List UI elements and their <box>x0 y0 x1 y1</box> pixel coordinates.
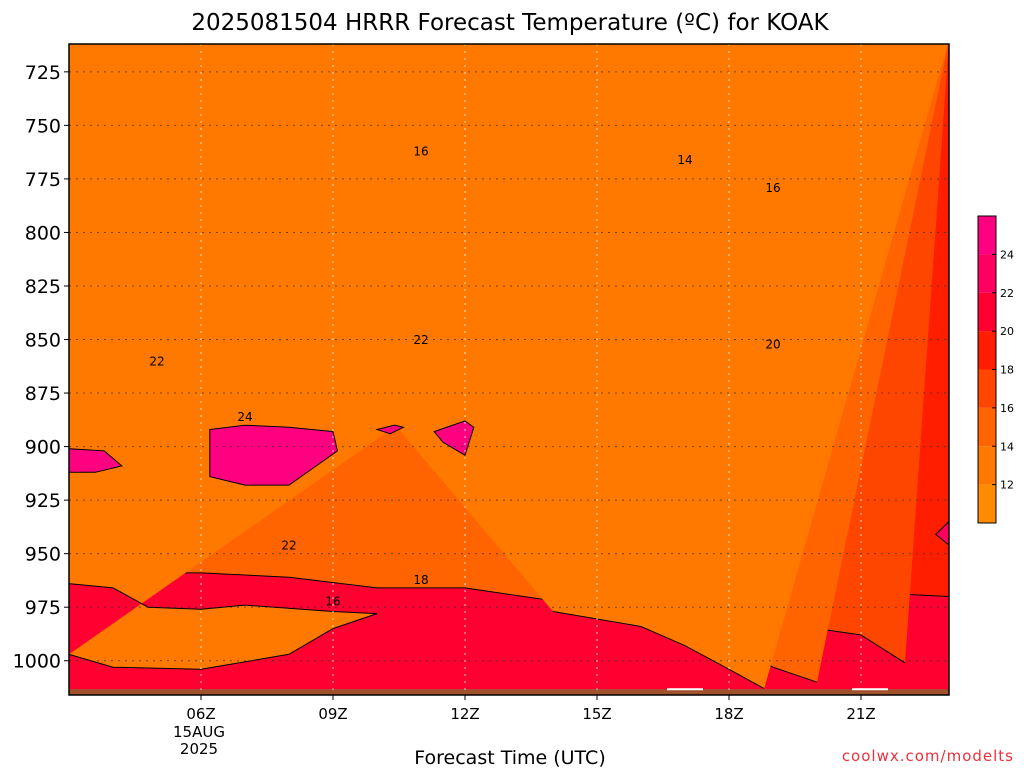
colorbar-swatch <box>978 254 996 293</box>
x-tick-label: 15Z <box>582 705 611 723</box>
x-axis-label: Forecast Time (UTC) <box>414 747 605 768</box>
colorbar-tick-label: 18 <box>1000 364 1014 377</box>
contour-label: 16 <box>325 594 340 608</box>
chart-title: 2025081504 HRRR Forecast Temperature (ºC… <box>191 10 829 36</box>
colorbar-swatch <box>978 407 996 447</box>
x-tick-sublabel: 15AUG <box>173 723 225 741</box>
contour-label: 24 <box>237 410 252 424</box>
surface-marker <box>852 688 888 691</box>
colorbar-tick-label: 24 <box>1000 248 1014 261</box>
surface-marker <box>667 688 703 691</box>
y-tick-label: 850 <box>25 330 61 352</box>
surface-band <box>69 689 949 695</box>
x-tick-label: 09Z <box>318 705 347 723</box>
colorbar-swatch <box>978 369 996 408</box>
contour-label: 22 <box>281 539 296 553</box>
y-tick-label: 975 <box>25 597 61 619</box>
plot-frame <box>68 43 950 696</box>
contour-16-9 <box>69 583 378 670</box>
y-tick-label: 925 <box>25 490 61 512</box>
x-tick-label: 12Z <box>450 705 479 723</box>
y-tick-label: 800 <box>25 222 61 244</box>
contour-label: 16 <box>413 145 428 159</box>
y-tick-label: 725 <box>25 62 61 84</box>
colorbar-tick-label: 16 <box>1000 402 1014 415</box>
colorbar-swatch <box>978 292 996 332</box>
contour-pocket-22-4 <box>935 520 949 546</box>
y-tick-label: 1000 <box>13 651 61 673</box>
contour-pocket-24-3 <box>69 448 123 473</box>
contour-label: 14 <box>677 153 692 167</box>
x-tick-sublabel: 2025 <box>180 740 218 758</box>
contour-label: 22 <box>149 354 164 368</box>
contour-label: 22 <box>413 333 428 347</box>
x-tick-label: 18Z <box>714 705 743 723</box>
contour-16-10 <box>552 611 765 690</box>
colorbar-swatch <box>978 216 996 255</box>
y-tick-label: 750 <box>25 115 61 137</box>
colorbar-tick-label: 22 <box>1000 287 1014 300</box>
contour-label: 16 <box>765 181 780 195</box>
plot-area: 14 16 16 20 22 22 24 22 18 16 725 750 775 800 825 850 87… <box>13 43 950 758</box>
contour-pocket-24-2 <box>433 420 475 456</box>
contour-label: 20 <box>765 337 780 351</box>
y-tick-label: 875 <box>25 383 61 405</box>
contour-label: 18 <box>413 573 428 587</box>
colorbar-tick-label: 12 <box>1000 479 1014 492</box>
colorbar-swatch <box>978 484 996 523</box>
x-tick-label: 06Z <box>186 705 215 723</box>
y-tick-label: 950 <box>25 544 61 566</box>
plot-fill-group: 14 16 16 20 22 22 24 22 18 16 <box>69 44 949 695</box>
colorbar-swatch <box>978 446 996 485</box>
colorbar-tick-label: 20 <box>1000 325 1014 338</box>
y-tick-label: 900 <box>25 437 61 459</box>
x-tick-label: 21Z <box>846 705 875 723</box>
y-tick-label: 775 <box>25 169 61 191</box>
colorbar-tick-label: 14 <box>1000 440 1014 453</box>
colorbar-swatch <box>978 331 996 370</box>
y-tick-label: 825 <box>25 276 61 298</box>
colorbar: 12 14 16 18 20 22 24 <box>977 215 1014 524</box>
watermark-text: coolwx.com/modelts <box>842 747 1014 765</box>
contour-pocket-24-1 <box>375 424 405 435</box>
contour-pocket-24-0 <box>209 424 338 486</box>
